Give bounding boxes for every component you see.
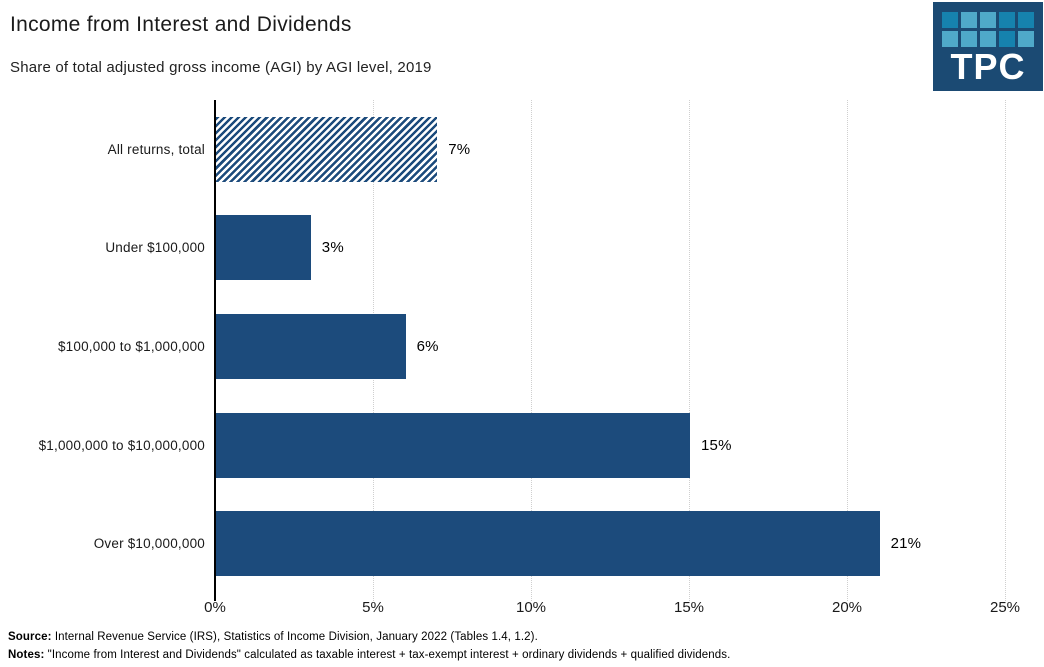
logo-tiles-grid <box>942 12 1034 47</box>
x-tick-label: 25% <box>989 599 1021 616</box>
y-axis-line <box>214 100 216 601</box>
x-tick-label: 10% <box>515 599 547 616</box>
value-label: 7% <box>448 140 471 158</box>
gridline <box>847 100 848 601</box>
category-label: All returns, total <box>107 141 205 157</box>
source-label: Source: <box>8 631 52 643</box>
footer-notes: Source: Internal Revenue Service (IRS), … <box>8 628 1038 664</box>
logo-text: TPC <box>950 46 1026 87</box>
logo-tile <box>942 31 958 47</box>
x-tick-label: 15% <box>673 599 705 616</box>
x-axis-tick-labels: 0% 5% 10% 15% 20% 25% <box>204 599 1020 617</box>
logo-tile <box>942 12 958 28</box>
logo-tile <box>961 12 977 28</box>
category-label: Over $10,000,000 <box>93 536 205 552</box>
bar <box>216 313 406 379</box>
bar <box>216 215 311 281</box>
gridline <box>1005 100 1006 601</box>
bar-rows: All returns, total 7% Under $100,000 3% $100… <box>0 100 1044 593</box>
bar-row: $1,000,000 to $10,000,000 15% <box>0 396 1044 495</box>
value-label: 3% <box>321 239 344 257</box>
bar-row: Under $100,000 3% <box>0 199 1044 298</box>
bar-track: 6% <box>216 313 1006 379</box>
value-label: 15% <box>701 436 732 454</box>
tpc-logo: TPC <box>933 2 1043 91</box>
category-label: $100,000 to $1,000,000 <box>57 338 205 354</box>
gridline <box>689 100 690 601</box>
bar-track: 15% <box>216 412 1006 478</box>
bar <box>216 511 880 577</box>
x-tick-label: 0% <box>204 599 226 616</box>
bar-track: 21% <box>216 511 1006 577</box>
x-tick-label: 20% <box>831 599 863 616</box>
logo-tile <box>999 12 1015 28</box>
gridline <box>531 100 532 601</box>
x-tick-label: 5% <box>362 599 384 616</box>
value-label: 21% <box>890 535 922 553</box>
logo-tile <box>980 12 996 28</box>
logo-tile <box>961 31 977 47</box>
logo-tile <box>999 31 1015 47</box>
page-subtitle: Share of total adjusted gross income (AG… <box>10 59 432 76</box>
logo-tile <box>1018 31 1034 47</box>
bar-row: $100,000 to $1,000,000 6% <box>0 297 1044 396</box>
value-label: 6% <box>416 337 439 355</box>
bar-track: 7% <box>216 116 1006 182</box>
notes-label: Notes: <box>8 649 45 661</box>
source-line: Source: Internal Revenue Service (IRS), … <box>8 628 1038 646</box>
bar <box>216 116 438 182</box>
bar-row: All returns, total 7% <box>0 100 1044 199</box>
notes-text: "Income from Interest and Dividends" cal… <box>44 649 731 661</box>
logo-tile <box>980 31 996 47</box>
logo-tile <box>1018 12 1034 28</box>
source-text: Internal Revenue Service (IRS), Statisti… <box>51 631 538 643</box>
category-label: Under $100,000 <box>105 240 205 256</box>
notes-line: Notes: "Income from Interest and Dividen… <box>8 646 1038 664</box>
page-title: Income from Interest and Dividends <box>10 13 352 36</box>
category-label: $1,000,000 to $10,000,000 <box>38 437 205 453</box>
bar-track: 3% <box>216 215 1006 281</box>
bar-row: Over $10,000,000 21% <box>0 494 1044 593</box>
bar <box>216 412 690 478</box>
